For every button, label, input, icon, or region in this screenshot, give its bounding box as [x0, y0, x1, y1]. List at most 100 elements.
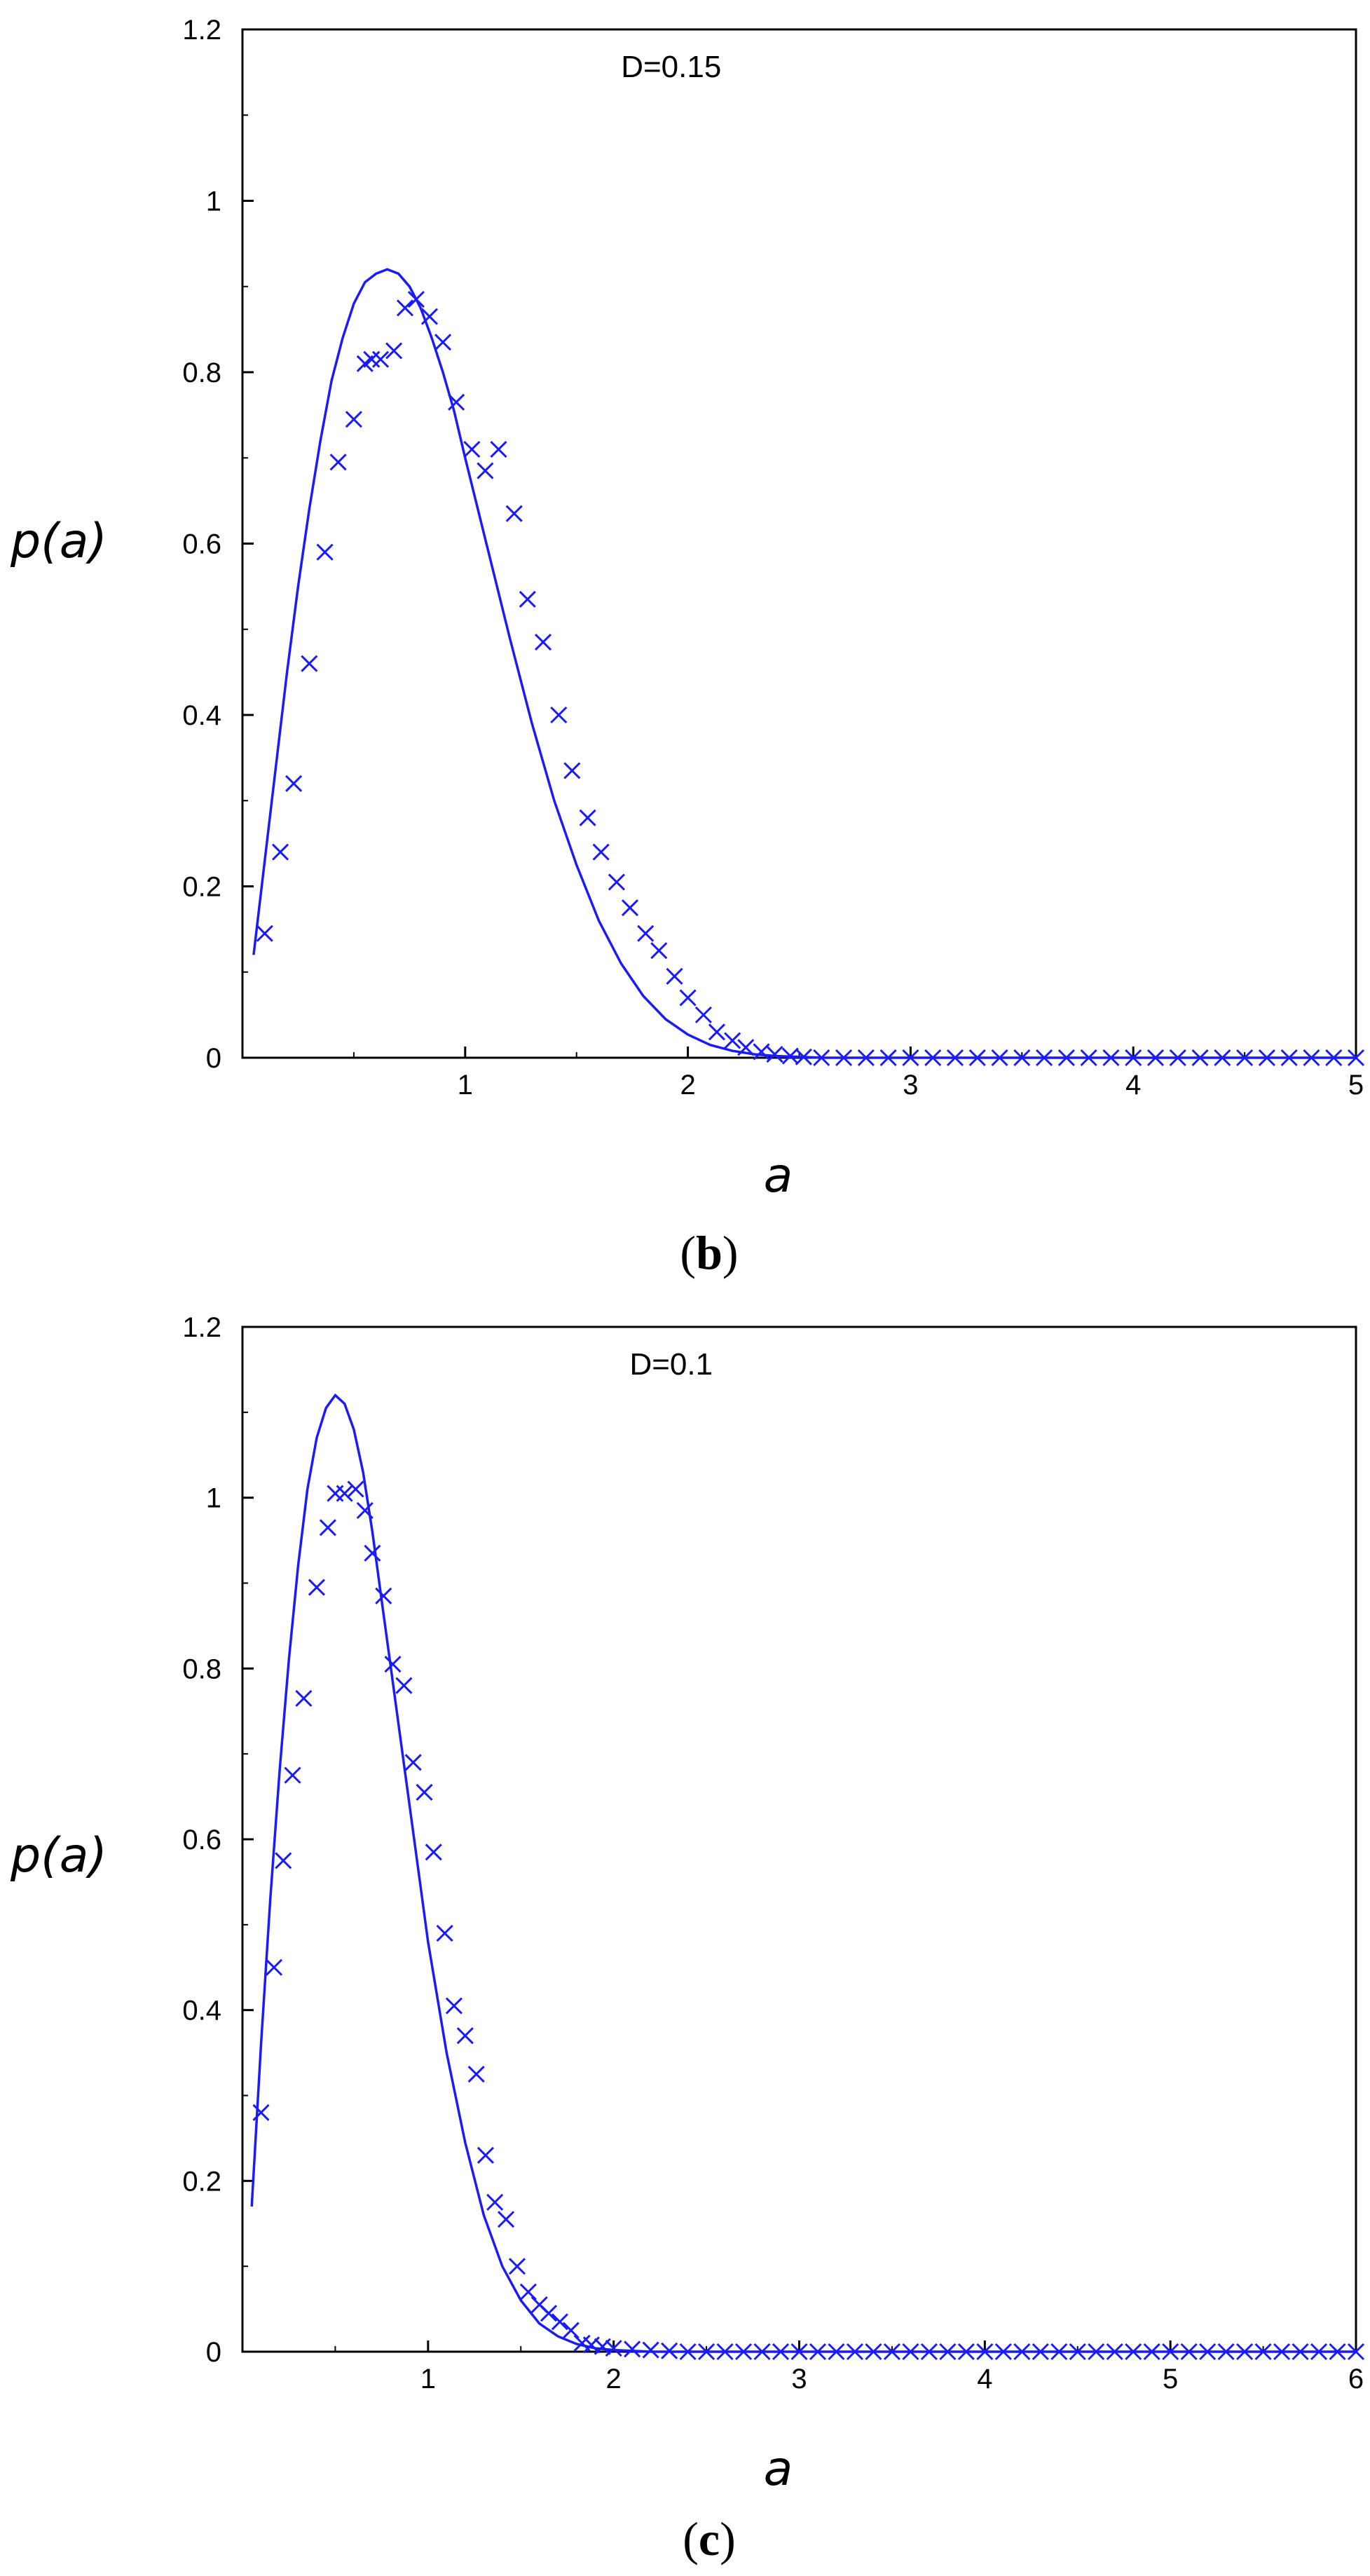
- chart-c-data-point: [336, 1485, 353, 1502]
- chart-b-data-point: [902, 1049, 919, 1067]
- chart-c-ytick-label: 1.2: [182, 1312, 221, 1343]
- chart-b-data-point: [724, 1032, 741, 1049]
- chart-c-data-point: [716, 2343, 734, 2361]
- chart-b-data-point: [813, 1049, 830, 1067]
- chart-b-ytick-label: 1: [206, 186, 221, 217]
- chart-c-ylabel: p(a): [10, 1828, 107, 1883]
- chart-b-data-point: [463, 440, 481, 458]
- chart-b-data-point: [835, 1049, 853, 1067]
- chart-c-ytick-label: 0.4: [182, 1996, 221, 2026]
- chart-c-data-point: [1143, 2343, 1160, 2361]
- chart-c-data-point: [1329, 2343, 1346, 2361]
- chart-b-xtick-label: 2: [680, 1070, 695, 1100]
- chart-c-data-point: [642, 2341, 659, 2359]
- chart-c-data-point: [1217, 2343, 1235, 2361]
- chart-c-data-point: [809, 2343, 827, 2361]
- chart-b-data-point: [448, 393, 465, 411]
- chart-c-data-point: [356, 1501, 374, 1520]
- chart-c-data-point: [540, 2305, 558, 2322]
- chart-b-data-point: [407, 291, 425, 308]
- chart-c-data-point: [284, 1766, 301, 1784]
- chart-b-data-point: [329, 454, 347, 471]
- chart-c-data-point: [994, 2343, 1012, 2361]
- chart-b-data-point: [1236, 1049, 1254, 1067]
- chart-c-ytick-label: 0.2: [182, 2166, 221, 2197]
- chart-c-data-point: [404, 1754, 422, 1771]
- chart-c-data-point: [551, 2313, 568, 2331]
- chart-c-data-point: [1199, 2343, 1217, 2361]
- chart-c-data-point: [519, 2283, 537, 2301]
- chart-b-data-point: [1325, 1049, 1343, 1067]
- chart-c-xtick-label: 4: [977, 2364, 992, 2394]
- chart-c-data-point: [562, 2322, 580, 2339]
- chart-c-data-point: [1050, 2343, 1068, 2361]
- chart-b-ytick-label: 0.4: [182, 700, 221, 731]
- chart-c-data-point: [1347, 2343, 1365, 2361]
- chart-c-data-point: [436, 1924, 453, 1942]
- chart-b-data-point: [666, 967, 683, 985]
- chart-b-xtick-label: 5: [1348, 1070, 1364, 1100]
- chart-c-data-point: [375, 1587, 392, 1604]
- chart-b-xtick-label: 4: [1125, 1070, 1141, 1100]
- chart-b-data-point: [550, 706, 568, 724]
- chart-b-data-point: [490, 440, 507, 458]
- chart-b-data-point: [608, 873, 625, 891]
- chart-b-data-point: [396, 299, 414, 317]
- chart-c-data-point: [364, 1544, 381, 1562]
- chart-b-annotation: D=0.15: [621, 50, 721, 84]
- chart-c-data-point: [265, 1958, 283, 1976]
- chart-c-xtick-label: 5: [1163, 2364, 1178, 2394]
- chart-c-data-point: [1032, 2343, 1049, 2361]
- chart-c-data-point: [1292, 2343, 1309, 2361]
- chart-c-data-point: [1310, 2343, 1328, 2361]
- chart-c-panel-letter: c: [699, 2512, 720, 2565]
- chart-b-data-point: [679, 989, 697, 1007]
- chart-c-ytick-label: 0: [206, 2337, 221, 2368]
- chart-b-xlabel: a: [764, 1148, 793, 1204]
- chart-c-data-point: [275, 1852, 292, 1869]
- chart-b-data-point: [650, 942, 668, 960]
- chart-b-data-point: [301, 655, 318, 672]
- chart-b-data-point: [946, 1049, 964, 1067]
- chart-b-data-point: [766, 1046, 783, 1063]
- chart-c-fit-curve: [250, 1393, 1356, 2353]
- chart-b-data-point: [371, 350, 390, 368]
- chart-c-xlabel: a: [764, 2441, 793, 2497]
- chart-c-panel-label: (c): [683, 2512, 736, 2565]
- chart-c-data-point: [425, 1844, 442, 1861]
- chart-c-data-point: [1013, 2343, 1031, 2361]
- chart-b-data-point: [1013, 1049, 1031, 1067]
- chart-c-data-point: [1069, 2343, 1086, 2361]
- chart-c-data-point: [976, 2343, 994, 2361]
- chart-c-data-point: [508, 2258, 526, 2275]
- chart-c-data-point: [395, 1677, 413, 1694]
- chart-b-data-point: [968, 1049, 986, 1067]
- chart-c-data-point: [252, 2104, 270, 2121]
- chart-c-xtick-label: 6: [1348, 2364, 1364, 2394]
- chart-c-data-point: [1254, 2343, 1272, 2361]
- chart-b-xtick-label: 3: [903, 1070, 918, 1100]
- chart-b-data-point: [1169, 1049, 1186, 1067]
- chart-c-ytick-label: 0.6: [182, 1825, 221, 1855]
- chart-c-data-point: [445, 1997, 463, 2015]
- chart-c-ytick-label: 0.8: [182, 1654, 221, 1684]
- chart-b-xtick-label: 1: [458, 1070, 473, 1100]
- chart-b-data-point: [1080, 1049, 1097, 1067]
- chart-b-ytick-label: 1.2: [182, 15, 221, 46]
- chart-b-data-point: [592, 843, 610, 861]
- chart-b-ytick-label: 0: [206, 1043, 221, 1074]
- chart-c-data-point: [1162, 2343, 1179, 2361]
- chart-c-ytick-label: 1: [206, 1483, 221, 1514]
- chart-b-ytick-label: 0.2: [182, 872, 221, 903]
- chart-c-data-point: [828, 2343, 845, 2361]
- chart-b-data-point: [256, 925, 273, 942]
- chart-c-data-point: [486, 2193, 504, 2211]
- chart-b-data-point: [708, 1023, 725, 1041]
- chart-c-data-point: [772, 2343, 790, 2361]
- chart-c-data-point: [1106, 2343, 1123, 2361]
- chart-c-data-point: [347, 1480, 364, 1498]
- chart-c-xtick-label: 1: [420, 2364, 436, 2394]
- chart-b-ytick-label: 0.6: [182, 529, 221, 560]
- chart-c-data-point: [456, 2027, 474, 2045]
- chart-b-data-point: [385, 342, 403, 360]
